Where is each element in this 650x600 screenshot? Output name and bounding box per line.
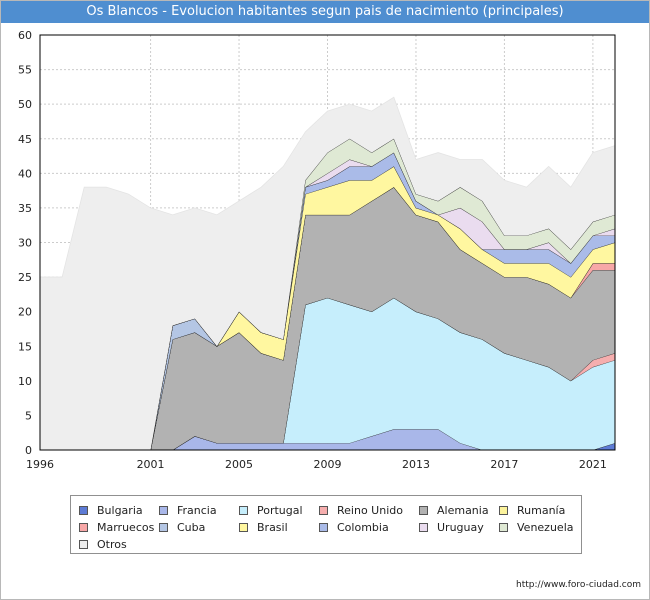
legend-swatch [239,523,248,532]
legend-label: Bulgaria [97,504,143,517]
y-tick-label: 30 [18,237,32,250]
line-otros [40,96,616,278]
legend-swatch [419,506,428,515]
x-tick-label: 2005 [225,458,253,471]
x-tick-label: 2013 [402,458,430,471]
legend-swatch [319,523,328,532]
y-tick-label: 0 [25,444,32,457]
x-tick-label: 2009 [314,458,342,471]
legend-swatch [319,506,328,515]
x-tick-label: 2017 [490,458,518,471]
legend-swatch [159,506,168,515]
area-uruguay [40,152,615,450]
axis-layer: 0 5 10 15 20 25 30 35 40 45 50 55 60 1996 2001 2005 2009… [18,29,616,471]
area-alemania [40,187,615,451]
legend-label: Otros [97,538,127,551]
legend-label: Colombia [337,521,389,534]
legend-label: Uruguay [437,521,484,534]
legend-swatch [239,506,248,515]
footer-url[interactable]: http://www.foro-ciudad.com [516,580,641,590]
area-francia [40,429,615,450]
y-tick-label: 45 [18,133,32,146]
legend-label: Reino Unido [337,504,403,517]
plot-border [39,34,616,451]
area-otros [40,97,615,450]
legend-label: Cuba [177,521,206,534]
chart-title: Os Blancos - Evolucion habitantes segun … [86,4,564,19]
legend: Bulgaria Francia Portugal Reino Unido Aleman… [70,495,582,554]
y-tick-label: 10 [18,375,32,388]
y-tick-label: 5 [25,409,32,422]
x-tick-label: 2001 [137,458,165,471]
y-tick-label: 15 [18,340,32,353]
y-tick-label: 25 [18,271,32,284]
legend-swatch [79,540,88,549]
legend-swatch [79,523,88,532]
area-portugal [40,297,615,450]
legend-swatch [79,506,88,515]
legend-swatch [159,523,168,532]
legend-label: Portugal [257,504,303,517]
legend-swatch [499,523,508,532]
y-tick-label: 40 [18,167,32,180]
legend-label: Rumanía [517,504,566,517]
legend-label: Brasil [257,521,288,534]
legend-label: Marruecos [97,521,155,534]
title-bar: Os Blancos - Evolucion habitantes segun … [1,1,649,23]
legend-label: Francia [177,504,217,517]
y-tick-label: 20 [18,306,32,319]
y-tick-label: 50 [18,98,32,111]
legend-swatch [419,523,428,532]
legend-label: Venezuela [517,521,574,534]
legend-label: Alemania [437,504,489,517]
legend-swatch [499,506,508,515]
y-tick-label: 55 [18,64,32,77]
y-tick-label: 60 [18,29,32,42]
x-tick-label: 2021 [579,458,607,471]
x-tick-label: 1996 [26,458,54,471]
y-tick-label: 35 [18,202,32,215]
